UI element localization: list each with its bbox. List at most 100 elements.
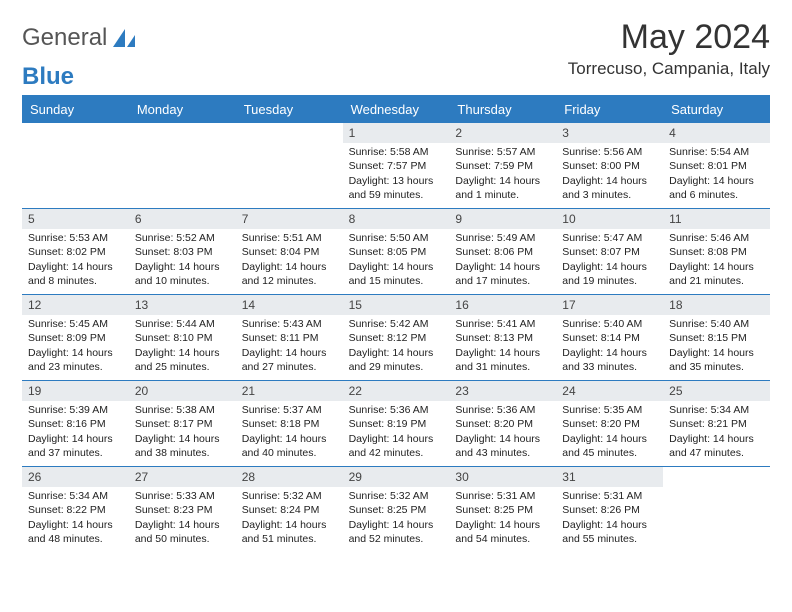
sunrise-text: Sunrise: 5:52 AM [135, 231, 230, 245]
column-header: Monday [129, 97, 236, 122]
day-number: 5 [22, 209, 129, 229]
sunrise-text: Sunrise: 5:36 AM [349, 403, 444, 417]
calendar-cell: 2Sunrise: 5:57 AMSunset: 7:59 PMDaylight… [449, 122, 556, 208]
day-body: Sunrise: 5:38 AMSunset: 8:17 PMDaylight:… [129, 403, 236, 464]
sunrise-text: Sunrise: 5:58 AM [349, 145, 444, 159]
day-body: Sunrise: 5:45 AMSunset: 8:09 PMDaylight:… [22, 317, 129, 378]
calendar-cell: 7Sunrise: 5:51 AMSunset: 8:04 PMDaylight… [236, 208, 343, 294]
day-number: 17 [556, 295, 663, 315]
day-number: 25 [663, 381, 770, 401]
location: Torrecuso, Campania, Italy [568, 59, 770, 79]
day-number: 22 [343, 381, 450, 401]
day-number: 29 [343, 467, 450, 487]
daylight-text: Daylight: 14 hours and 12 minutes. [242, 260, 337, 288]
calendar-cell: 23Sunrise: 5:36 AMSunset: 8:20 PMDayligh… [449, 380, 556, 466]
calendar-cell: 19Sunrise: 5:39 AMSunset: 8:16 PMDayligh… [22, 380, 129, 466]
day-number: 6 [129, 209, 236, 229]
daylight-text: Daylight: 13 hours and 59 minutes. [349, 174, 444, 202]
day-number: 13 [129, 295, 236, 315]
logo: General [22, 18, 137, 52]
calendar-cell: 15Sunrise: 5:42 AMSunset: 8:12 PMDayligh… [343, 294, 450, 380]
sunset-text: Sunset: 8:21 PM [669, 417, 764, 431]
calendar-cell: 17Sunrise: 5:40 AMSunset: 8:14 PMDayligh… [556, 294, 663, 380]
calendar-cell: 8Sunrise: 5:50 AMSunset: 8:05 PMDaylight… [343, 208, 450, 294]
calendar-cell: 22Sunrise: 5:36 AMSunset: 8:19 PMDayligh… [343, 380, 450, 466]
daylight-text: Daylight: 14 hours and 8 minutes. [28, 260, 123, 288]
day-number: 31 [556, 467, 663, 487]
sunset-text: Sunset: 8:08 PM [669, 245, 764, 259]
sunset-text: Sunset: 8:04 PM [242, 245, 337, 259]
day-body: Sunrise: 5:43 AMSunset: 8:11 PMDaylight:… [236, 317, 343, 378]
calendar-cell: 28Sunrise: 5:32 AMSunset: 8:24 PMDayligh… [236, 466, 343, 552]
day-number: 8 [343, 209, 450, 229]
day-body: Sunrise: 5:39 AMSunset: 8:16 PMDaylight:… [22, 403, 129, 464]
calendar-cell: 10Sunrise: 5:47 AMSunset: 8:07 PMDayligh… [556, 208, 663, 294]
daylight-text: Daylight: 14 hours and 43 minutes. [455, 432, 550, 460]
column-header: Sunday [22, 97, 129, 122]
sunset-text: Sunset: 7:59 PM [455, 159, 550, 173]
sunset-text: Sunset: 8:03 PM [135, 245, 230, 259]
day-body: Sunrise: 5:56 AMSunset: 8:00 PMDaylight:… [556, 145, 663, 206]
calendar-cell: . [22, 122, 129, 208]
sunset-text: Sunset: 8:09 PM [28, 331, 123, 345]
daylight-text: Daylight: 14 hours and 15 minutes. [349, 260, 444, 288]
day-body: Sunrise: 5:34 AMSunset: 8:22 PMDaylight:… [22, 489, 129, 550]
daylight-text: Daylight: 14 hours and 52 minutes. [349, 518, 444, 546]
title-block: May 2024 Torrecuso, Campania, Italy [568, 18, 770, 79]
sunrise-text: Sunrise: 5:46 AM [669, 231, 764, 245]
calendar-cell: 13Sunrise: 5:44 AMSunset: 8:10 PMDayligh… [129, 294, 236, 380]
sunset-text: Sunset: 8:05 PM [349, 245, 444, 259]
sunrise-text: Sunrise: 5:49 AM [455, 231, 550, 245]
sunset-text: Sunset: 8:14 PM [562, 331, 657, 345]
daylight-text: Daylight: 14 hours and 31 minutes. [455, 346, 550, 374]
sunset-text: Sunset: 8:13 PM [455, 331, 550, 345]
sunrise-text: Sunrise: 5:39 AM [28, 403, 123, 417]
sunrise-text: Sunrise: 5:43 AM [242, 317, 337, 331]
day-body: Sunrise: 5:36 AMSunset: 8:20 PMDaylight:… [449, 403, 556, 464]
calendar-cell: 11Sunrise: 5:46 AMSunset: 8:08 PMDayligh… [663, 208, 770, 294]
day-body: Sunrise: 5:33 AMSunset: 8:23 PMDaylight:… [129, 489, 236, 550]
day-number: 10 [556, 209, 663, 229]
day-number: 1 [343, 123, 450, 143]
column-header: Wednesday [343, 97, 450, 122]
day-body: Sunrise: 5:40 AMSunset: 8:15 PMDaylight:… [663, 317, 770, 378]
daylight-text: Daylight: 14 hours and 1 minute. [455, 174, 550, 202]
sunset-text: Sunset: 8:06 PM [455, 245, 550, 259]
sunrise-text: Sunrise: 5:44 AM [135, 317, 230, 331]
day-number: 23 [449, 381, 556, 401]
daylight-text: Daylight: 14 hours and 29 minutes. [349, 346, 444, 374]
day-body: Sunrise: 5:37 AMSunset: 8:18 PMDaylight:… [236, 403, 343, 464]
month-title: May 2024 [568, 18, 770, 57]
sunrise-text: Sunrise: 5:38 AM [135, 403, 230, 417]
day-body: Sunrise: 5:44 AMSunset: 8:10 PMDaylight:… [129, 317, 236, 378]
day-body: Sunrise: 5:32 AMSunset: 8:24 PMDaylight:… [236, 489, 343, 550]
daylight-text: Daylight: 14 hours and 51 minutes. [242, 518, 337, 546]
calendar-cell: 3Sunrise: 5:56 AMSunset: 8:00 PMDaylight… [556, 122, 663, 208]
day-body: Sunrise: 5:49 AMSunset: 8:06 PMDaylight:… [449, 231, 556, 292]
daylight-text: Daylight: 14 hours and 21 minutes. [669, 260, 764, 288]
sunrise-text: Sunrise: 5:31 AM [562, 489, 657, 503]
sunset-text: Sunset: 8:00 PM [562, 159, 657, 173]
daylight-text: Daylight: 14 hours and 3 minutes. [562, 174, 657, 202]
sunset-text: Sunset: 8:01 PM [669, 159, 764, 173]
sunrise-text: Sunrise: 5:34 AM [28, 489, 123, 503]
sunset-text: Sunset: 8:07 PM [562, 245, 657, 259]
sunrise-text: Sunrise: 5:57 AM [455, 145, 550, 159]
day-number: 11 [663, 209, 770, 229]
sunrise-text: Sunrise: 5:40 AM [669, 317, 764, 331]
calendar-cell: 4Sunrise: 5:54 AMSunset: 8:01 PMDaylight… [663, 122, 770, 208]
daylight-text: Daylight: 14 hours and 55 minutes. [562, 518, 657, 546]
day-number: 3 [556, 123, 663, 143]
day-body: Sunrise: 5:40 AMSunset: 8:14 PMDaylight:… [556, 317, 663, 378]
day-number: 27 [129, 467, 236, 487]
day-number: 18 [663, 295, 770, 315]
day-body: Sunrise: 5:46 AMSunset: 8:08 PMDaylight:… [663, 231, 770, 292]
sunrise-text: Sunrise: 5:36 AM [455, 403, 550, 417]
day-body: Sunrise: 5:53 AMSunset: 8:02 PMDaylight:… [22, 231, 129, 292]
day-number: 21 [236, 381, 343, 401]
sunrise-text: Sunrise: 5:45 AM [28, 317, 123, 331]
daylight-text: Daylight: 14 hours and 45 minutes. [562, 432, 657, 460]
calendar-cell: 6Sunrise: 5:52 AMSunset: 8:03 PMDaylight… [129, 208, 236, 294]
sunset-text: Sunset: 7:57 PM [349, 159, 444, 173]
calendar-cell: 5Sunrise: 5:53 AMSunset: 8:02 PMDaylight… [22, 208, 129, 294]
